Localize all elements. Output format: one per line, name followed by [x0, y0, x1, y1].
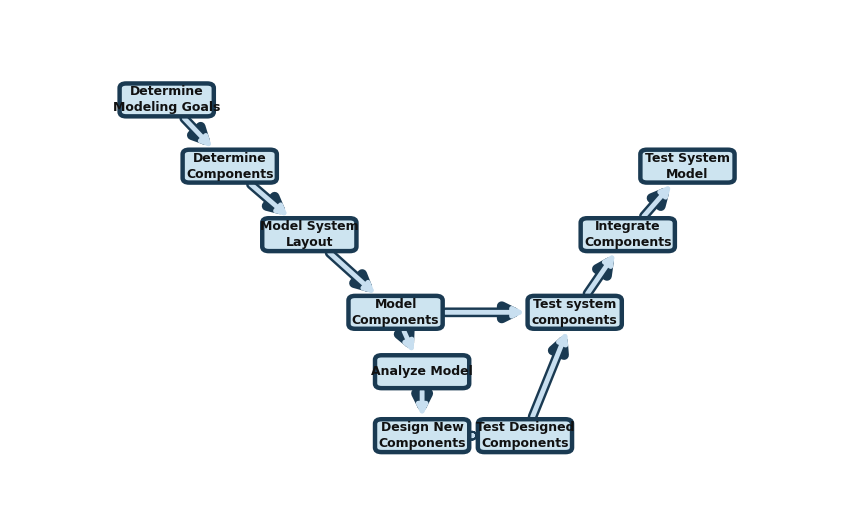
FancyBboxPatch shape [262, 218, 356, 251]
FancyBboxPatch shape [348, 296, 443, 329]
FancyBboxPatch shape [580, 218, 675, 251]
FancyBboxPatch shape [182, 150, 276, 183]
Text: Test system
components: Test system components [532, 298, 617, 327]
Text: Determine
Components: Determine Components [186, 152, 273, 181]
FancyBboxPatch shape [640, 150, 734, 183]
Text: Design New
Components: Design New Components [378, 421, 466, 450]
FancyBboxPatch shape [375, 355, 469, 388]
FancyBboxPatch shape [527, 296, 621, 329]
Text: Analyze Model: Analyze Model [372, 365, 473, 378]
Text: Model System
Layout: Model System Layout [260, 220, 359, 249]
Text: Determine
Modeling Goals: Determine Modeling Goals [113, 86, 220, 115]
FancyBboxPatch shape [375, 419, 469, 452]
Text: Test System
Model: Test System Model [645, 152, 730, 181]
FancyBboxPatch shape [478, 419, 572, 452]
Text: Test Designed
Components: Test Designed Components [476, 421, 574, 450]
Text: Integrate
Components: Integrate Components [584, 220, 671, 249]
FancyBboxPatch shape [120, 83, 214, 116]
Text: Model
Components: Model Components [352, 298, 439, 327]
